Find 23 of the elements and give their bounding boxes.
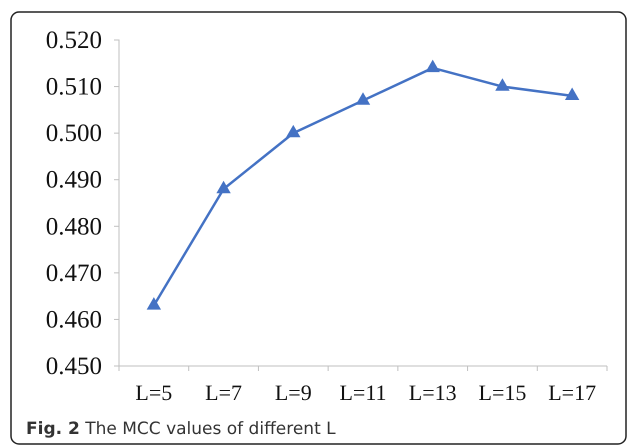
y-tick-label: 0.520	[46, 27, 102, 54]
point	[564, 88, 580, 100]
x-tick-label: L=15	[478, 380, 526, 405]
y-tick-label: 0.480	[46, 213, 102, 240]
x-tick-label: L=7	[205, 380, 242, 405]
x-tick-label: L=9	[274, 380, 312, 405]
y-tick-label: 0.460	[46, 306, 102, 334]
y-tick-label: 0.510	[46, 74, 102, 101]
y-tick-label: 0.450	[46, 353, 102, 380]
point	[146, 297, 162, 310]
point	[495, 78, 510, 91]
y-tick-label: 0.490	[46, 166, 102, 194]
x-tick-label: L=5	[135, 380, 172, 405]
point	[216, 180, 231, 194]
x-tick-label: L=17	[548, 380, 596, 405]
point	[356, 92, 370, 105]
x-tick-label: L=11	[339, 380, 387, 405]
x-tick-label: L=13	[408, 380, 457, 405]
y-tick-label: 0.470	[46, 260, 102, 287]
point	[286, 124, 300, 138]
point	[426, 60, 440, 72]
y-tick-label: 0.500	[46, 120, 102, 148]
caption: Fig. 2 The MCC values of different L	[26, 419, 336, 439]
